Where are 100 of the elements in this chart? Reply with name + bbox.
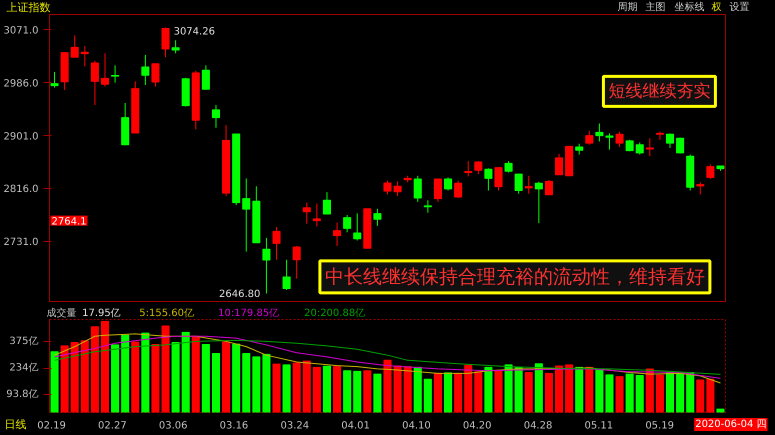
candlestick [151,63,160,88]
x-tick-label: 04.01 [341,420,370,432]
bar [182,332,190,412]
bar [90,326,99,412]
candlestick [524,175,533,194]
candlestick [676,137,684,154]
text: 主图 [646,1,666,13]
bar [394,366,402,412]
bar [292,362,301,412]
bar [404,366,412,412]
bar [343,370,352,412]
bar [414,366,422,412]
bar [434,372,442,412]
text: 坐标线 [674,1,704,13]
annotation: 短线继续夯实 [608,81,710,102]
candlestick [554,153,564,176]
bar [696,380,704,412]
bar [514,366,523,412]
annotation: 2646.80 [219,288,260,300]
candlestick [424,200,432,214]
bar [121,334,130,412]
y-tick-label: 2901.0 [4,131,39,142]
candlestick [262,237,270,294]
x-tick-label: 05.19 [645,420,674,432]
bar [605,374,614,412]
candlestick [172,40,180,54]
bar [554,366,564,412]
candlestick [202,64,210,90]
candlestick [666,132,674,149]
bar [262,354,270,412]
x-tick-label: 03.16 [220,420,248,432]
bar [151,344,160,412]
text: 17.95亿 [82,308,121,319]
bar [565,364,574,412]
bar [524,372,533,412]
candlestick [70,34,79,58]
bar [656,374,664,412]
bar [50,351,59,412]
candlestick [80,46,89,67]
text: 周期 [618,1,638,13]
candlestick [434,178,442,202]
bar [666,372,674,412]
candlestick [333,222,342,247]
candlestick [302,202,311,224]
bar [70,342,79,412]
bar [202,344,210,412]
candlestick [242,178,250,252]
bar [716,408,724,412]
candlestick [514,173,523,194]
y-tick-label: 2986.0 [4,78,39,90]
bar [504,364,513,412]
bar [575,366,584,412]
bar [626,374,634,412]
candlestick [595,123,604,142]
candlestick [504,160,513,174]
candlestick [626,139,634,152]
candlestick [353,212,362,241]
bar [322,366,331,412]
y-tick-label: 375亿 [9,336,39,347]
bar [444,372,452,412]
text: 权 [710,1,722,13]
bar [302,360,311,412]
annotation: 2764.1 [52,216,87,228]
bar [636,374,644,412]
candlestick [373,208,382,226]
x-tick-label: 04.28 [524,420,552,432]
bar [80,340,89,412]
bar [111,344,120,412]
text: 2020-06-04 四 [695,419,767,430]
candlestick [292,246,301,280]
candlestick [464,160,472,177]
candlestick [90,60,99,106]
candlestick [312,203,321,227]
candlestick [474,160,482,175]
x-tick-label: 02.19 [37,420,66,432]
y-tick-label: 2731.0 [4,237,39,248]
bar [484,366,492,412]
bar [544,372,553,412]
candlestick [141,54,150,86]
x-tick-label: 03.06 [158,420,188,432]
candlestick [444,176,452,191]
bar [333,366,342,412]
candlestick [494,167,503,191]
bar [282,364,291,412]
bar [232,344,240,412]
annotation: 中长线继续保持合理充裕的流动性，维持看好 [324,266,705,288]
bar [383,360,392,412]
candlestick [282,259,291,291]
candlestick [706,164,714,180]
bar [312,366,321,412]
bar [454,372,462,412]
y-tick-label: 2816.0 [4,184,39,196]
candlestick [162,26,170,58]
x-tick-label: 05.11 [584,420,614,432]
candlestick [585,130,594,146]
bar [474,371,482,412]
bar [494,370,503,412]
candlestick [636,142,644,156]
candlestick [696,182,704,195]
bar [646,368,654,412]
